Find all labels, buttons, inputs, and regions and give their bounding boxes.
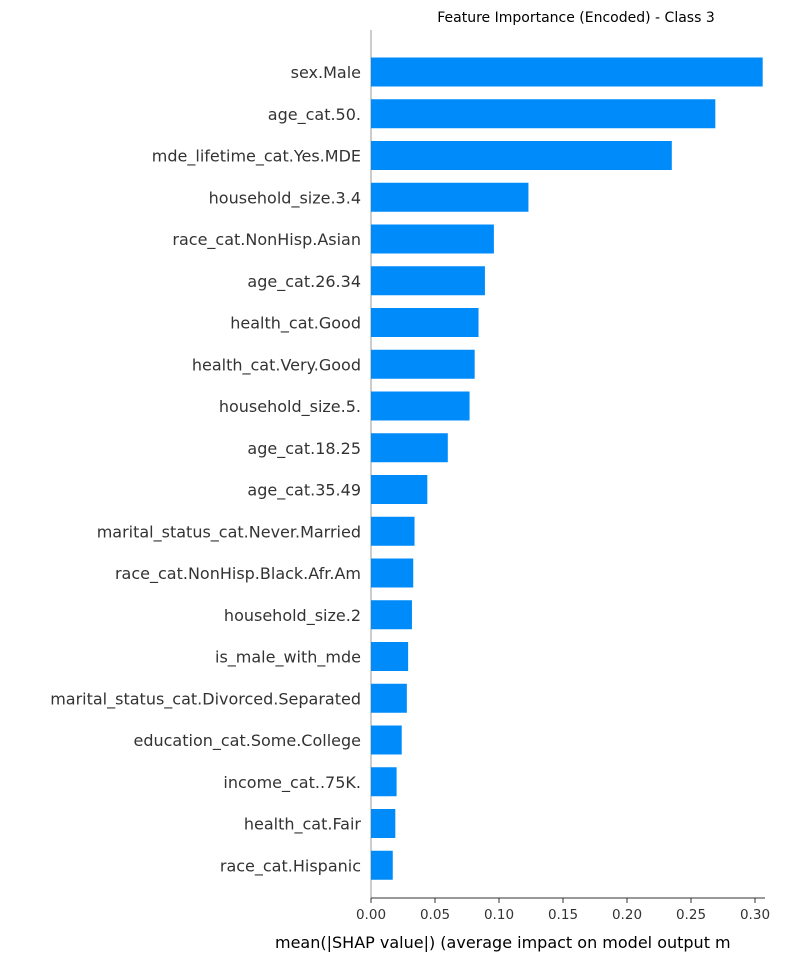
category-label: mde_lifetime_cat.Yes.MDE	[152, 147, 361, 167]
x-tick-label: 0.00	[356, 907, 386, 923]
category-label: household_size.2	[224, 606, 361, 626]
category-label: race_cat.NonHisp.Asian	[172, 230, 361, 250]
x-tick-label: 0.30	[740, 907, 770, 923]
bar-7	[371, 349, 475, 379]
bar-1	[371, 99, 716, 129]
bar-6	[371, 308, 479, 337]
bar-11	[371, 516, 415, 546]
category-label: income_cat..75K.	[223, 773, 361, 793]
bar-10	[371, 475, 428, 504]
bar-3	[371, 182, 529, 212]
chart-title: Feature Importance (Encoded) - Class 3	[437, 10, 714, 26]
bar-2	[371, 141, 672, 170]
category-label: health_cat.Fair	[244, 815, 362, 835]
category-label: race_cat.Hispanic	[220, 856, 361, 876]
x-tick-label: 0.05	[420, 907, 450, 923]
bar-4	[371, 224, 494, 254]
category-label: education_cat.Some.College	[133, 731, 361, 751]
category-label: sex.Male	[291, 63, 361, 82]
x-tick-label: 0.25	[676, 907, 706, 923]
bars-group: sex.Male age_cat.50. mde_lifetime_cat.Yes.…	[50, 57, 763, 880]
bar-8	[371, 391, 470, 421]
bar-15	[371, 683, 407, 713]
category-label: household_size.5.	[219, 397, 361, 417]
bar-17	[371, 767, 397, 797]
bar-14	[371, 642, 409, 671]
category-label: age_cat.26.34	[247, 272, 361, 292]
x-tick-label: 0.20	[612, 907, 642, 923]
bar-12	[371, 558, 414, 588]
bar-5	[371, 266, 485, 296]
category-label: marital_status_cat.Never.Married	[97, 522, 361, 542]
x-ticks-group: 0.00 0.05 0.10 0.15 0.20 0.25 0.30	[356, 898, 770, 923]
category-label: health_cat.Very.Good	[192, 355, 361, 375]
bar-9	[371, 433, 448, 463]
category-label: age_cat.18.25	[247, 439, 361, 459]
bar-13	[371, 600, 412, 630]
bar-19	[371, 850, 393, 880]
x-tick-label: 0.10	[484, 907, 514, 923]
category-label: health_cat.Good	[230, 314, 361, 334]
bar-0	[371, 57, 763, 87]
category-label: race_cat.NonHisp.Black.Afr.Am	[115, 564, 361, 584]
bar-16	[371, 725, 402, 755]
category-label: age_cat.50.	[268, 105, 361, 125]
x-tick-label: 0.15	[548, 907, 578, 923]
category-label: marital_status_cat.Divorced.Separated	[50, 689, 361, 709]
category-label: household_size.3.4	[209, 188, 361, 208]
x-axis-label: mean(|SHAP value|) (average impact on mo…	[275, 933, 731, 952]
bar-18	[371, 809, 396, 838]
category-label: is_male_with_mde	[215, 648, 361, 668]
category-label: age_cat.35.49	[247, 481, 361, 501]
